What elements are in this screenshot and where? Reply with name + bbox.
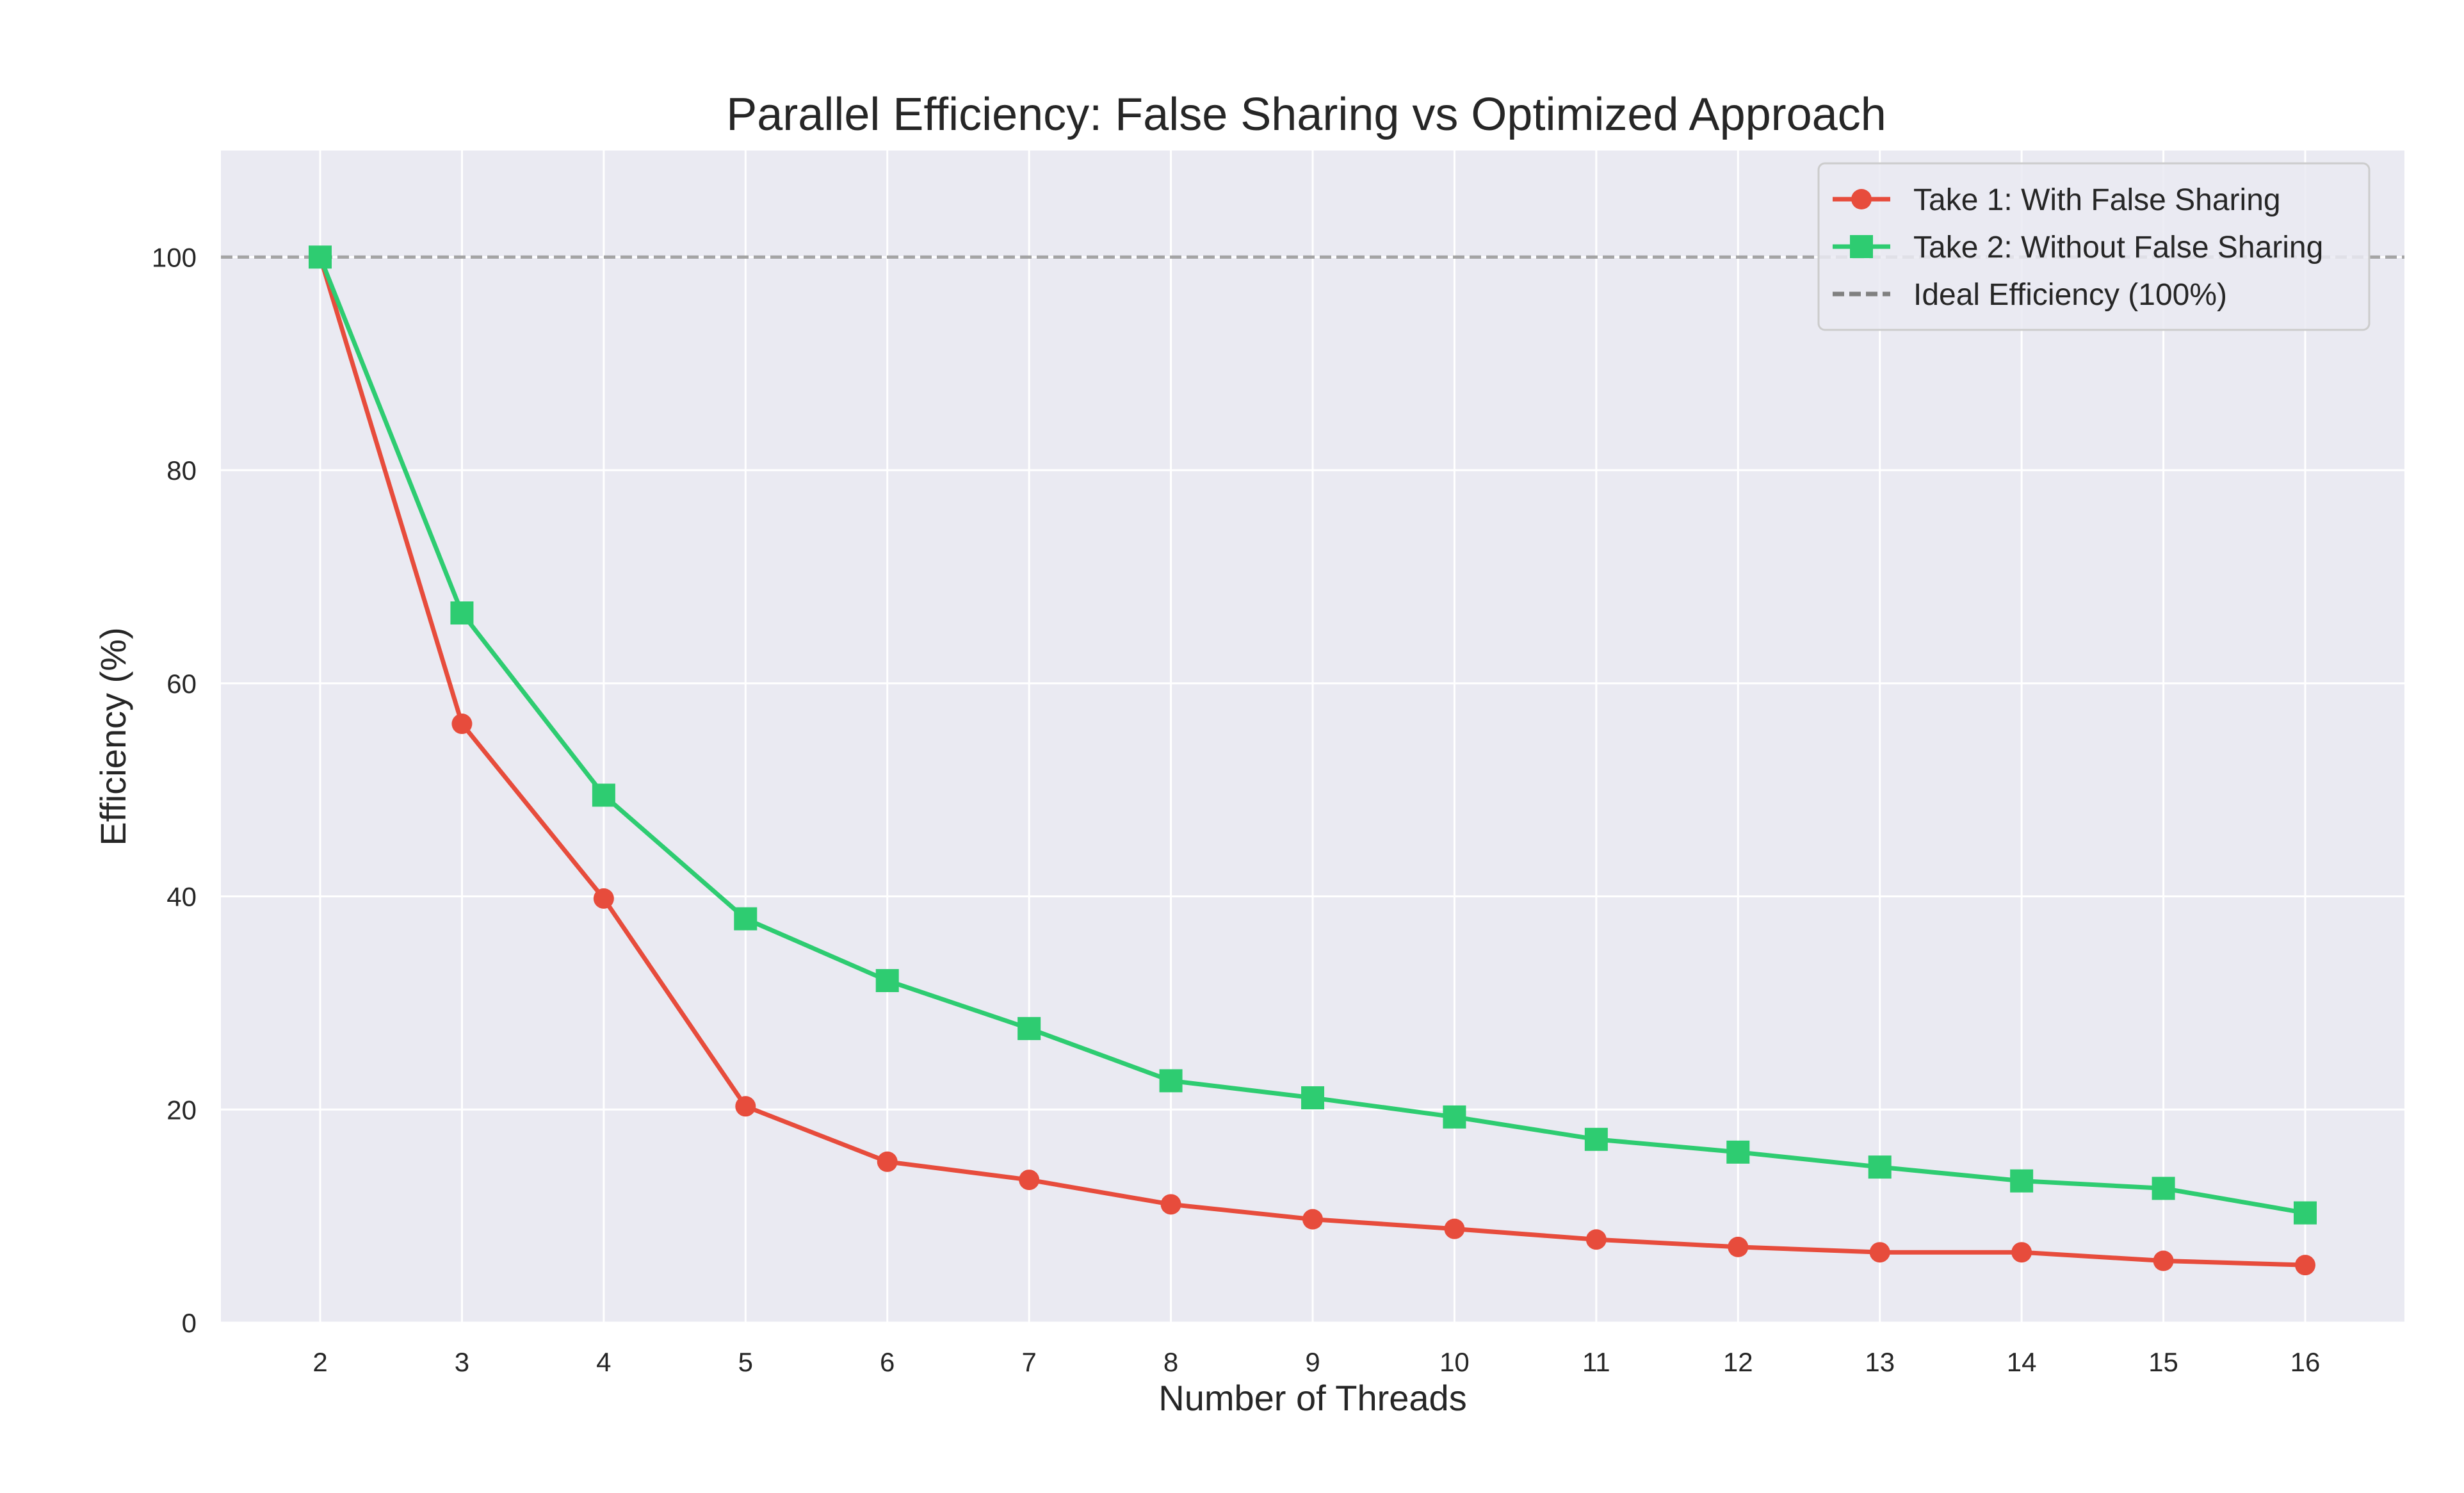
- data-point: [1443, 1105, 1466, 1129]
- x-tick-label: 2: [312, 1347, 327, 1377]
- x-tick-label: 10: [1439, 1347, 1470, 1377]
- legend-marker: [1850, 235, 1873, 258]
- legend-entry: Ideal Efficiency (100%): [1833, 278, 2227, 312]
- data-point: [592, 783, 615, 807]
- y-tick-label: 20: [166, 1095, 197, 1125]
- data-point: [2152, 1177, 2175, 1200]
- data-point: [735, 1096, 756, 1117]
- data-point: [734, 907, 758, 931]
- legend-entry: Take 1: With False Sharing: [1833, 183, 2281, 217]
- data-point: [2153, 1250, 2174, 1271]
- ticks: 2 3 4 5 6 7 8 9 10 11 12 13 14 15 16 0 20 40 60 80 100: [152, 242, 2320, 1377]
- y-tick-label: 80: [166, 455, 197, 485]
- data-point: [1302, 1209, 1323, 1230]
- data-point: [1868, 1155, 1892, 1179]
- grid: [221, 151, 2404, 1324]
- chart-title: Parallel Efficiency: False Sharing vs Op…: [726, 89, 1886, 140]
- data-point: [2294, 1201, 2317, 1225]
- y-tick-label: 40: [166, 882, 197, 912]
- x-tick-label: 8: [1163, 1347, 1178, 1377]
- x-tick-label: 7: [1021, 1347, 1036, 1377]
- x-tick-label: 14: [2007, 1347, 2037, 1377]
- data-point: [451, 714, 473, 735]
- legend-marker: [1851, 189, 1872, 209]
- y-tick-label: 100: [152, 242, 197, 272]
- x-tick-label: 16: [2290, 1347, 2321, 1377]
- data-point: [1584, 1127, 1608, 1151]
- x-tick-label: 13: [1865, 1347, 1895, 1377]
- data-point: [1019, 1170, 1040, 1191]
- data-point: [1444, 1218, 1465, 1239]
- data-point: [309, 245, 332, 269]
- legend-label: Take 2: Without False Sharing: [1913, 231, 2323, 265]
- x-axis-label: Number of Threads: [1158, 1378, 1466, 1418]
- data-point: [875, 968, 899, 992]
- x-tick-label: 15: [2148, 1347, 2178, 1377]
- x-tick-label: 12: [1723, 1347, 1753, 1377]
- legend-entry: Take 2: Without False Sharing: [1833, 231, 2323, 265]
- x-tick-label: 6: [880, 1347, 895, 1377]
- data-point: [1726, 1140, 1750, 1164]
- data-point: [2010, 1169, 2034, 1193]
- x-tick-label: 4: [596, 1347, 611, 1377]
- data-point: [1301, 1086, 1324, 1109]
- y-tick-label: 60: [166, 669, 197, 699]
- x-tick-label: 9: [1305, 1347, 1320, 1377]
- data-point: [1585, 1229, 1607, 1250]
- data-point: [1159, 1069, 1183, 1093]
- x-tick-label: 11: [1582, 1347, 1610, 1377]
- data-point: [1728, 1236, 1749, 1257]
- data-point: [1869, 1242, 1890, 1263]
- legend-label: Ideal Efficiency (100%): [1913, 278, 2227, 312]
- y-axis-label: Efficiency (%): [93, 627, 133, 845]
- y-tick-label: 0: [182, 1308, 197, 1338]
- series-2: [309, 245, 2317, 1225]
- data-point: [877, 1151, 898, 1172]
- legend: Take 1: With False Sharing Take 2: Withou…: [1817, 162, 2371, 331]
- x-tick-label: 3: [455, 1347, 469, 1377]
- data-point: [2295, 1255, 2315, 1276]
- legend-box: [1817, 162, 2371, 331]
- data-point: [1160, 1194, 1181, 1215]
- series-layer: [309, 245, 2317, 1276]
- x-tick-label: 5: [738, 1347, 753, 1377]
- data-point: [1017, 1016, 1041, 1040]
- data-point: [593, 888, 614, 909]
- data-point: [450, 601, 474, 625]
- legend-label: Take 1: With False Sharing: [1913, 183, 2281, 217]
- data-point: [2011, 1242, 2032, 1263]
